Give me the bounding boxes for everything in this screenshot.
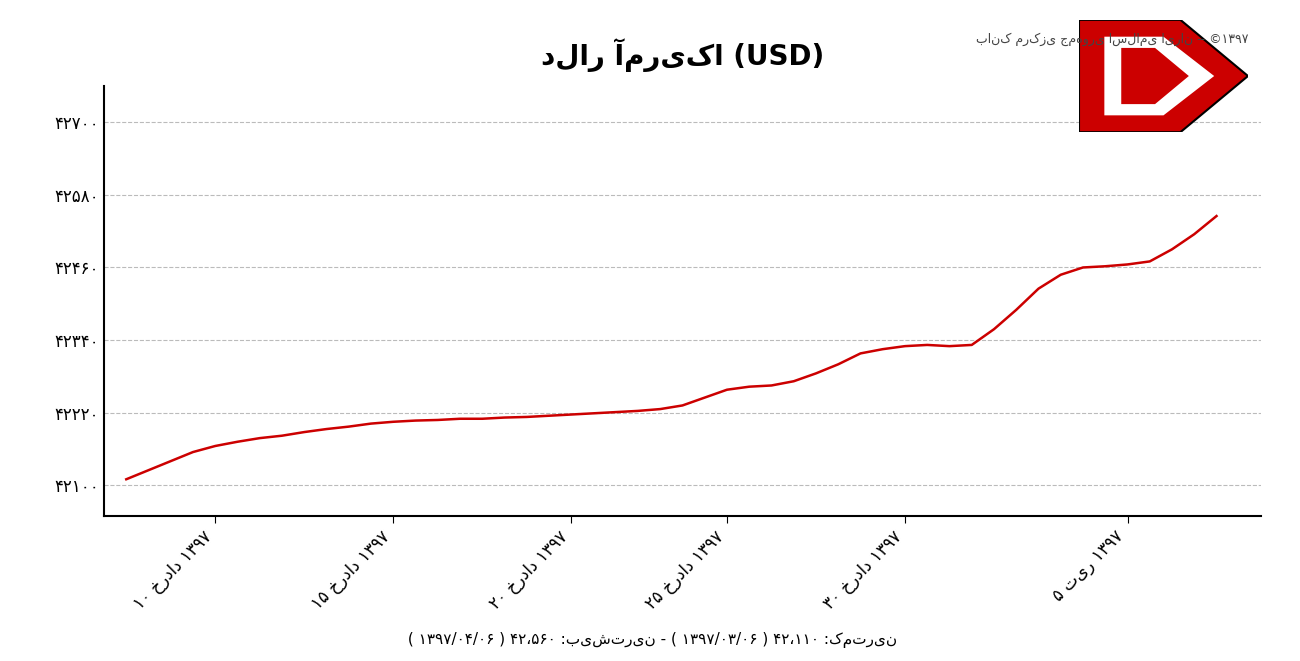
- Text: ( ۱۳۹۷/۰۴/۰۶ ) ۴۲،۵۶۰ :بیشترین - ( ۱۳۹۷/۰۳/۰۶ ) ۴۲،۱۱۰ :کمترین: ( ۱۳۹۷/۰۴/۰۶ ) ۴۲،۵۶۰ :بیشترین - ( ۱۳۹۷/…: [403, 632, 897, 648]
- Polygon shape: [1079, 20, 1248, 132]
- Polygon shape: [1104, 36, 1214, 115]
- Text: بانک مرکزی جمهوری اسلامی ایران ‒ ©۱۳۹۷: بانک مرکزی جمهوری اسلامی ایران ‒ ©۱۳۹۷: [975, 33, 1248, 46]
- Title: دلار آمریکا (USD): دلار آمریکا (USD): [541, 38, 824, 72]
- Polygon shape: [1121, 48, 1188, 104]
